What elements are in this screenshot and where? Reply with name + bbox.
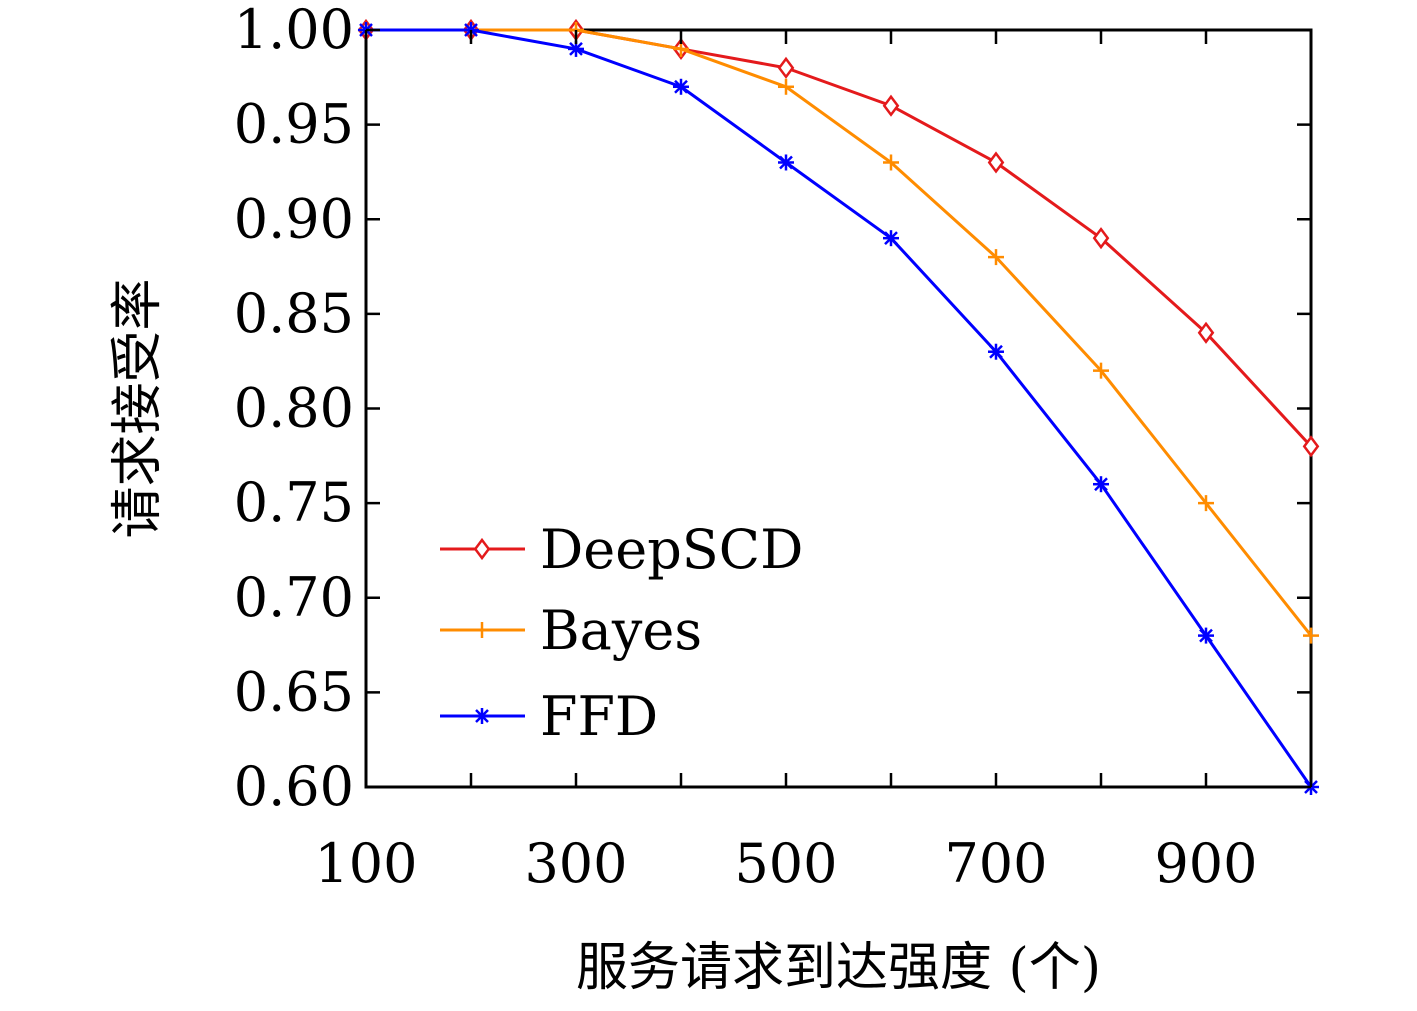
data-point-bayes xyxy=(1303,627,1319,644)
legend-label: DeepSCD xyxy=(540,518,803,581)
data-point-bayes xyxy=(883,154,899,171)
x-axis-label: 服务请求到达强度 (个) xyxy=(576,938,1101,998)
legend: DeepSCD Bayes FFD xyxy=(440,518,803,748)
plot-frame xyxy=(364,28,1313,789)
legend-label: Bayes xyxy=(540,599,702,662)
legend-marker xyxy=(474,622,490,638)
legend-label: FFD xyxy=(540,685,658,748)
legend-marker xyxy=(474,708,490,724)
legend-item-deepscd: DeepSCD xyxy=(440,518,803,581)
series-deepscd xyxy=(357,18,1320,458)
series-line-ffd xyxy=(366,28,1313,788)
data-point-deepscd xyxy=(1302,435,1320,458)
x-tick-label: 700 xyxy=(944,832,1047,895)
data-point-ffd xyxy=(568,40,584,57)
y-tick-label: 0.70 xyxy=(234,566,354,629)
legend-item-ffd: FFD xyxy=(440,685,658,748)
data-point-ffd xyxy=(778,154,794,171)
legend-marker xyxy=(473,537,491,561)
data-point-bayes xyxy=(1093,362,1109,379)
data-point-deepscd xyxy=(777,56,795,79)
y-tick-label: 0.80 xyxy=(234,377,354,440)
data-point-deepscd xyxy=(1092,227,1110,250)
y-tick-label: 0.90 xyxy=(234,187,354,250)
y-axis-label: 请求接受率 xyxy=(108,278,168,538)
x-tick-label: 900 xyxy=(1154,832,1257,895)
data-point-deepscd xyxy=(1197,321,1215,344)
data-point-bayes xyxy=(778,78,794,95)
data-point-ffd xyxy=(1093,476,1109,493)
data-point-deepscd xyxy=(987,151,1005,174)
data-point-ffd xyxy=(673,78,689,95)
y-tick-label: 0.95 xyxy=(234,93,354,156)
series-line-bayes xyxy=(366,28,1313,637)
data-point-bayes xyxy=(1198,495,1214,512)
y-tick-label: 0.85 xyxy=(234,282,354,345)
x-tick-label: 100 xyxy=(314,832,417,895)
x-tick-label: 300 xyxy=(524,832,627,895)
legend-item-bayes: Bayes xyxy=(440,599,702,662)
y-tick-label: 0.65 xyxy=(234,660,354,723)
series-ffd xyxy=(358,22,1319,795)
data-point-deepscd xyxy=(882,94,900,117)
y-tick-label: 0.60 xyxy=(234,755,354,818)
series-layer xyxy=(357,18,1320,795)
data-point-ffd xyxy=(883,230,899,247)
y-tick-label: 1.00 xyxy=(234,0,354,61)
data-point-ffd xyxy=(1198,627,1214,644)
ticks-layer: 0.60 0.65 0.70 0.75 0.80 0.85 0.90 0.95 1.00 100 3… xyxy=(234,0,1313,895)
plot-area xyxy=(364,28,1313,789)
data-point-ffd xyxy=(988,343,1004,360)
series-line-deepscd xyxy=(366,28,1313,448)
y-tick-label: 0.75 xyxy=(234,471,354,534)
data-point-bayes xyxy=(988,249,1004,266)
x-tick-label: 500 xyxy=(734,832,837,895)
